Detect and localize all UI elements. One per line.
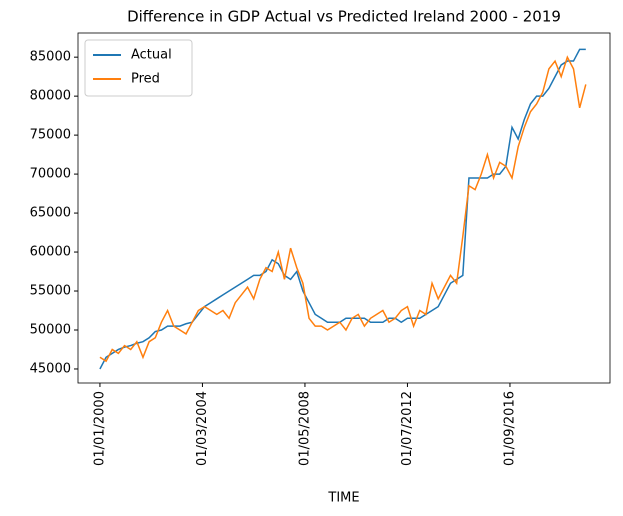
plot-frame [77,32,611,384]
legend-label: Pred [131,72,160,87]
x-axis-label: TIME [327,491,359,506]
y-tick-label: 55000 [30,284,71,299]
y-tick-label: 50000 [30,322,71,337]
x-tick-label: 01/03/2004 [195,391,210,466]
x-tick-label: 01/05/2008 [297,391,312,466]
chart-title: Difference in GDP Actual vs Predicted Ir… [127,8,561,26]
y-tick-label: 80000 [30,89,71,104]
legend-label: Actual [131,48,172,63]
x-tick-label: 01/07/2012 [400,391,415,466]
x-tick-label: 01/09/2016 [502,391,517,466]
y-tick-label: 65000 [30,206,71,221]
series-line [99,48,586,370]
y-tick-label: 45000 [30,361,71,376]
y-tick-label: 70000 [30,167,71,182]
y-tick-label: 75000 [30,128,71,143]
x-tick-label: 01/01/2000 [92,391,107,466]
y-tick-label: 85000 [30,50,71,65]
series-line [99,55,587,363]
y-tick-label: 60000 [30,245,71,260]
